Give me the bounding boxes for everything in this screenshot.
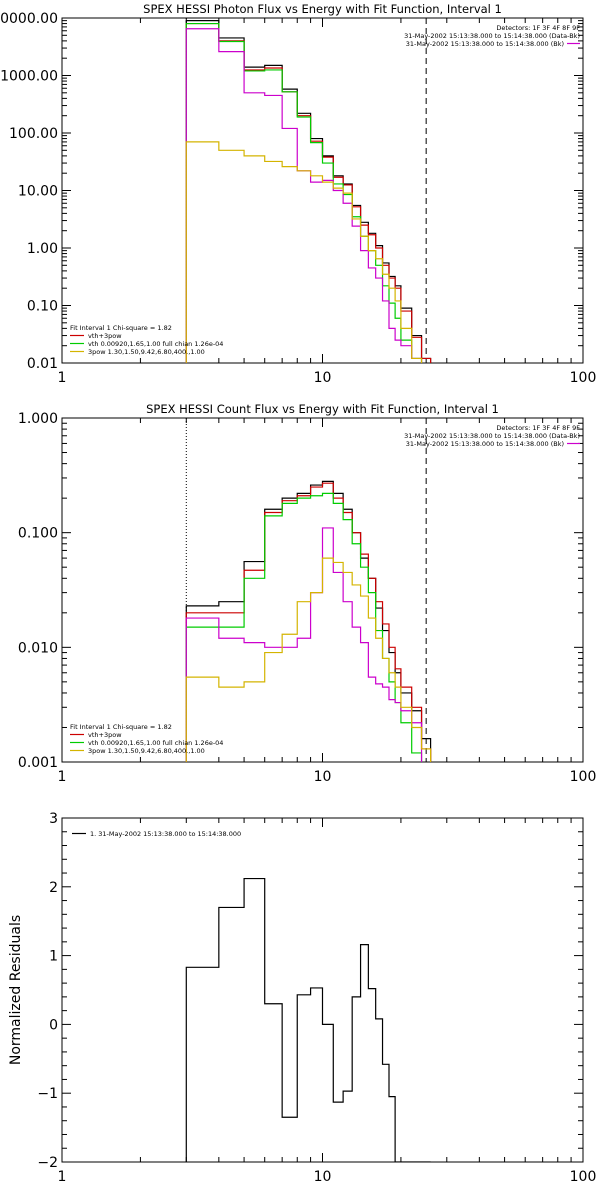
series-line-vth: [185, 22, 423, 363]
series-line-data-bk: [185, 480, 432, 762]
series-line-bk: [185, 28, 423, 363]
y-tick-label: 0.010: [18, 640, 58, 656]
series-line-3pow: [185, 557, 432, 762]
x-tick-label: 1: [58, 1169, 67, 1185]
chart-title: SPEX HESSI Count Flux vs Energy with Fit…: [146, 402, 499, 416]
chart-title: SPEX HESSI Photon Flux vs Energy with Fi…: [143, 2, 502, 16]
legend-title: Fit Interval 1 Chi-square = 1.82: [70, 723, 172, 731]
series-line-vth-3pow: [185, 22, 432, 363]
legend-entry: 3pow 1.30,1.50,9.42,6.80,400.,1.00: [88, 348, 205, 356]
y-tick-label: 1: [49, 949, 58, 965]
legend-entry: vth+3pow: [88, 731, 122, 739]
y-tick-label: 0.01: [27, 356, 58, 372]
x-tick-label: 100: [570, 769, 597, 785]
series-line-vth-3pow: [185, 482, 432, 762]
x-tick-label: 1: [58, 370, 67, 386]
legend-entry: 3pow 1.30,1.50,9.42,6.80,400.,1.00: [88, 747, 205, 755]
series-line-3pow: [185, 141, 423, 363]
plot-frame: [61, 17, 584, 364]
y-tick-label: 0.10: [27, 299, 58, 315]
legend-title: Fit Interval 1 Chi-square = 1.82: [70, 324, 172, 332]
legend-entry: vth 0.00920,1.65,1.00 full chian 1.26e-0…: [88, 340, 223, 348]
header-line: Detectors: 1F 3F 4F 8F 9F: [496, 24, 580, 32]
y-tick-label: 10000.00: [0, 11, 58, 27]
x-tick-label: 1: [58, 769, 67, 785]
y-tick-label: 10.00: [18, 184, 58, 200]
header-line: 31-May-2002 15:13:38.000 to 15:14:38.000…: [406, 440, 564, 448]
legend-entry: 1. 31-May-2002 15:13:38.000 to 15:14:38.…: [90, 830, 241, 838]
x-tick-label: 10: [314, 370, 332, 386]
legend-entry: vth 0.00920,1.65,1.00 full chian 1.26e-0…: [88, 739, 223, 747]
x-tick-label: 10: [314, 769, 332, 785]
series-line-data-bk: [185, 20, 432, 363]
y-tick-label: 0: [49, 1017, 58, 1033]
header-line: Detectors: 1F 3F 4F 8F 9F: [496, 424, 580, 432]
y-tick-label: −2: [37, 1155, 58, 1171]
x-tick-label: 100: [570, 1169, 597, 1185]
y-tick-label: 2: [49, 880, 58, 896]
x-tick-label: 10: [314, 1169, 332, 1185]
y-tick-label: 0.001: [18, 755, 58, 771]
series-line-vth: [185, 492, 423, 762]
x-tick-label: 100: [570, 370, 597, 386]
header-line: 31-May-2002 15:13:38.000 to 15:14:38.000…: [404, 32, 580, 40]
y-tick-label: 3: [49, 811, 58, 827]
y-tick-label: 1000.00: [0, 69, 58, 85]
y-tick-label: 0.100: [18, 526, 58, 542]
series-line-1-31-may-2002-15-13-38-000-to-15-14-38-000: [185, 877, 431, 1162]
y-tick-label: 1.00: [27, 241, 58, 257]
y-tick-label: −1: [37, 1086, 58, 1102]
y-tick-label: 100.00: [9, 126, 58, 142]
y-axis-label: Normalized Residuals: [8, 915, 24, 1065]
header-line: 31-May-2002 15:13:38.000 to 15:14:38.000…: [406, 40, 564, 48]
header-line: 31-May-2002 15:13:38.000 to 15:14:38.000…: [404, 432, 580, 440]
y-tick-label: 1.000: [18, 411, 58, 427]
legend-entry: vth+3pow: [88, 332, 122, 340]
series-line-bk: [185, 527, 423, 762]
